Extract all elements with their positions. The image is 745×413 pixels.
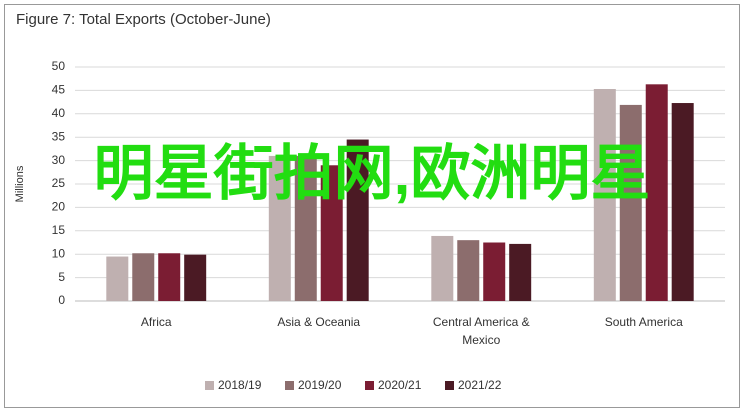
legend-label: 2018/19 — [218, 378, 262, 392]
bar — [184, 254, 207, 301]
legend-label: 2019/20 — [298, 378, 342, 392]
frame — [4, 4, 740, 408]
y-tick-label: 0 — [58, 293, 65, 307]
bar — [457, 240, 480, 301]
y-tick-label: 40 — [52, 106, 66, 120]
chart-title: Figure 7: Total Exports (October-June) — [16, 11, 271, 28]
bar — [320, 165, 343, 301]
bar — [132, 253, 155, 301]
y-tick-label: 5 — [58, 270, 65, 284]
bar — [158, 253, 181, 301]
bar — [483, 242, 506, 301]
overlay-text: 明星街拍网,欧洲明星 — [93, 140, 651, 207]
bar — [671, 103, 694, 301]
legend-swatch — [285, 381, 294, 390]
y-tick-label: 15 — [52, 223, 66, 237]
bar — [346, 139, 369, 301]
bar — [509, 243, 532, 301]
legend-swatch — [205, 381, 214, 390]
legend-swatch — [365, 381, 374, 390]
x-tick-label: Africa — [140, 315, 172, 329]
y-tick-label: 45 — [52, 83, 66, 97]
y-tick-label: 20 — [52, 200, 66, 214]
y-axis-label: Millions — [14, 165, 26, 202]
bar — [106, 256, 129, 301]
legend-label: 2021/22 — [458, 378, 502, 392]
bar — [645, 84, 668, 301]
y-tick-label: 35 — [52, 129, 66, 143]
legend-label: 2020/21 — [378, 378, 422, 392]
y-tick-label: 30 — [52, 153, 66, 167]
x-tick-label: Central America & Mexico — [432, 315, 530, 347]
bar — [294, 155, 317, 301]
bar — [619, 104, 642, 302]
y-tick-label: 25 — [52, 176, 66, 190]
x-tick-label: South America — [604, 315, 683, 329]
bar — [431, 235, 454, 301]
bar — [268, 155, 291, 301]
y-tick-label: 50 — [52, 59, 66, 73]
bar — [593, 88, 616, 301]
x-tick-label: Asia & Oceania — [277, 315, 361, 329]
y-tick-label: 10 — [52, 246, 66, 260]
legend-swatch — [445, 381, 454, 390]
